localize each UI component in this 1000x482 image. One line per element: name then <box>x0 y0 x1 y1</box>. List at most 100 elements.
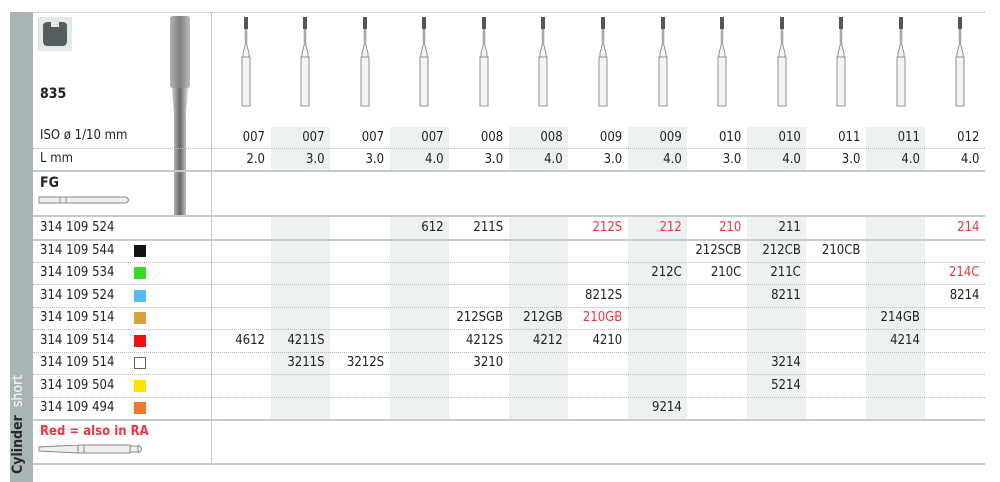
iso-value: 010 <box>778 130 801 145</box>
bur-thumbnail <box>479 17 489 107</box>
table-row: 314 109 514 4612 4211S 4212S 4212 4210 4214 <box>0 330 985 352</box>
bur-thumbnail <box>419 17 429 107</box>
column-shade <box>865 127 926 171</box>
length-value: 3.0 <box>722 152 742 167</box>
length-value: 4.0 <box>960 152 980 167</box>
article-code: 8211 <box>771 287 801 303</box>
reference-number: 314 109 514 <box>40 310 115 325</box>
length-label: L mm <box>40 151 74 166</box>
iso-value: 007 <box>242 130 265 145</box>
article-code: 210GB <box>582 310 623 325</box>
table-row: 314 109 534 212C 210C 211C 214C <box>0 262 985 284</box>
reference-number: 314 109 504 <box>40 377 115 393</box>
column-divider <box>211 12 212 464</box>
article-code: 214C <box>948 265 980 280</box>
length-value: 3.0 <box>841 152 861 167</box>
bur-thumbnail <box>241 17 251 107</box>
article-code: 212C <box>651 265 682 280</box>
article-code: 3212S <box>346 355 385 370</box>
article-code: 4612 <box>235 332 265 348</box>
bur-image <box>170 16 190 216</box>
length-value: 4.0 <box>663 152 682 167</box>
reference-number: 314 109 544 <box>40 242 115 258</box>
color-code-swatch <box>134 312 146 324</box>
article-code: 3211S <box>287 355 325 370</box>
row-divider <box>33 419 985 421</box>
reference-number: 314 109 494 <box>40 400 115 415</box>
column-shade <box>508 217 569 419</box>
length-value: 3.0 <box>305 152 325 167</box>
reference-number: 314 109 534 <box>40 265 115 280</box>
iso-value: 007 <box>302 130 325 145</box>
length-value: 3.0 <box>365 152 385 167</box>
product-number: 835 <box>40 86 67 102</box>
reference-number: 314 109 524 <box>40 287 115 303</box>
column-shade <box>270 217 331 419</box>
article-code: 4214 <box>890 332 920 348</box>
row-divider <box>33 351 985 353</box>
column-shade <box>389 127 450 171</box>
column-shade <box>627 217 688 419</box>
row-divider <box>33 170 985 172</box>
row-divider <box>33 396 985 398</box>
fg-shank-icon <box>38 196 129 204</box>
bur-thumbnail <box>360 17 370 107</box>
article-code: 612 <box>421 220 444 235</box>
row-divider <box>33 284 985 285</box>
reference-number: 314 109 514 <box>40 332 115 348</box>
bur-thumbnail <box>598 17 608 107</box>
length-value: 4.0 <box>901 152 920 167</box>
row-divider <box>33 215 985 217</box>
table-row: 314 109 514 3211S 3212S 3210 3214 <box>0 352 985 374</box>
article-code: 210CB <box>821 242 861 258</box>
color-code-swatch <box>134 402 146 414</box>
table-row: 314 109 494 9214 <box>0 397 985 419</box>
row-divider <box>33 306 985 308</box>
article-code: 211C <box>770 265 801 280</box>
ra-shank-icon <box>38 444 142 454</box>
reference-number: 314 109 514 <box>40 355 115 370</box>
article-code: 212SCB <box>695 242 742 258</box>
column-shade <box>270 127 331 171</box>
cylinder-profile-icon <box>43 22 67 46</box>
table-row: 314 109 504 5214 <box>0 375 985 397</box>
bur-thumbnail <box>777 17 787 107</box>
iso-label: ISO ø 1/10 mm <box>40 128 128 143</box>
article-code: 5214 <box>771 377 801 393</box>
article-code: 211 <box>778 220 801 235</box>
column-shade <box>627 127 688 171</box>
article-code: 8214 <box>949 287 980 303</box>
color-code-swatch <box>134 379 146 392</box>
article-code: 3214 <box>771 355 801 370</box>
article-code: 9214 <box>652 400 682 415</box>
row-divider <box>33 329 985 330</box>
article-code: 214 <box>957 220 980 235</box>
iso-value: 012 <box>957 130 980 145</box>
bur-thumbnail <box>896 17 906 107</box>
color-code-swatch <box>134 267 146 279</box>
column-shade <box>746 127 807 171</box>
column-shade <box>746 217 807 419</box>
article-code: 4212S <box>465 332 504 348</box>
article-code: 211S <box>473 220 504 235</box>
column-shade <box>865 217 926 419</box>
iso-value: 011 <box>897 130 920 145</box>
table-row: 314 109 524 612 211S 212S 212 210 211 214 <box>0 217 985 239</box>
color-code-swatch <box>134 289 146 302</box>
article-code: 4212 <box>532 332 563 348</box>
article-code: 210 <box>718 220 742 235</box>
row-divider <box>33 148 985 149</box>
iso-value: 009 <box>659 130 682 145</box>
article-code: 4210 <box>592 332 623 348</box>
table-bottom-border <box>33 463 985 465</box>
article-code: 212SGB <box>456 310 504 325</box>
article-code: 212S <box>592 220 623 235</box>
table-row: 314 109 544 212SCB 212CB 210CB <box>0 240 985 262</box>
bur-thumbnail <box>539 17 548 107</box>
bur-thumbnail <box>300 17 310 107</box>
article-code: 210C <box>710 265 742 280</box>
bur-thumbnail <box>836 17 846 107</box>
iso-value: 007 <box>361 130 385 145</box>
table-row: 314 109 514 212SGB 212GB 210GB 214GB <box>0 307 985 329</box>
iso-value: 008 <box>480 130 504 145</box>
